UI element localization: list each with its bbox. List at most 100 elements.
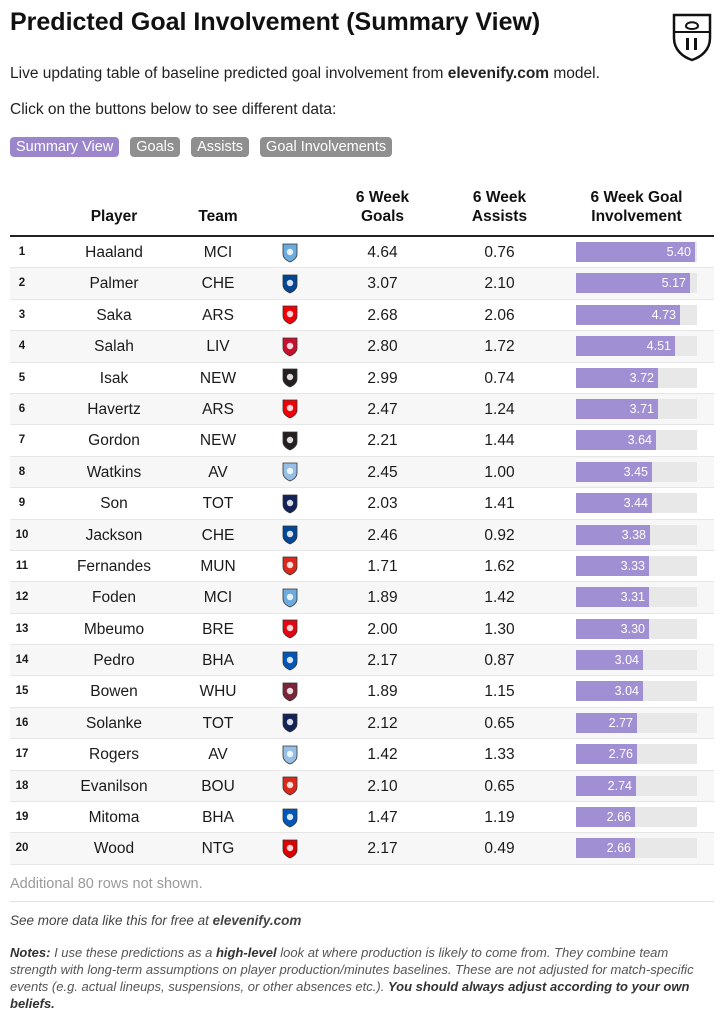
rank-cell: 8 xyxy=(18,465,26,478)
goal-involvement-bar-track: 4.73 xyxy=(576,304,697,325)
intro-site-link[interactable]: elevenify.com xyxy=(447,65,550,82)
assists-cell: 0.74 xyxy=(484,369,515,387)
goal-involvement-bar xyxy=(576,273,690,294)
team-cell: LIV xyxy=(206,338,230,356)
footer-divider xyxy=(10,901,714,902)
bha-crest-icon xyxy=(282,808,298,827)
goal-involvement-bar-track: 3.30 xyxy=(576,618,697,639)
team-cell: MCI xyxy=(203,244,233,261)
rank-cell: 4 xyxy=(18,340,26,353)
goal-involvement-bar-track: 2.74 xyxy=(576,775,697,796)
goal-involvement-bar xyxy=(576,367,658,388)
team-cell: MUN xyxy=(200,557,236,575)
team-cell: BOU xyxy=(201,777,235,795)
assists-button[interactable]: Assists xyxy=(191,137,250,157)
team-cell: AV xyxy=(208,463,228,481)
rank-cell: 7 xyxy=(18,434,26,447)
goal-involvement-value: 3.33 xyxy=(620,558,645,573)
player-cell: Solanke xyxy=(85,714,142,732)
player-cell: Palmer xyxy=(89,275,139,293)
table-row: 6 Havertz ARS 2.47 1.24 3.71 xyxy=(10,393,714,426)
assists-cell: 0.87 xyxy=(484,652,515,670)
av-crest-icon xyxy=(282,462,298,482)
goal-involvement-bar xyxy=(576,555,649,576)
summary-view-button[interactable]: Summary View xyxy=(10,137,120,157)
column-header-goals-line2: Goals xyxy=(360,208,405,225)
che-crest-icon xyxy=(282,525,298,545)
goal-involvement-bar-track: 3.04 xyxy=(576,681,697,702)
assists-cell: 1.41 xyxy=(484,495,515,513)
team-crest-cell xyxy=(278,614,302,645)
team-cell: TOT xyxy=(202,495,234,513)
liv-crest-icon xyxy=(282,337,298,357)
goal-involvement-value: 3.30 xyxy=(620,621,645,636)
rank-cell: 13 xyxy=(15,622,29,635)
team-crest-cell xyxy=(278,488,302,519)
player-cell: Bowen xyxy=(90,683,138,701)
mci-crest-icon xyxy=(282,243,298,262)
table-row: 2 Palmer CHE 3.07 2.10 5.17 xyxy=(10,268,714,300)
goal-involvement-bar xyxy=(576,775,636,796)
team-crest-cell xyxy=(278,300,302,331)
table-row: 9 Son TOT 2.03 1.41 3.44 xyxy=(10,488,714,520)
table-row: 20 Wood NTG 2.17 0.49 2.66 xyxy=(10,833,714,865)
goal-involvement-bar-track: 3.44 xyxy=(576,493,697,514)
column-header-goals: 6 Week Goals xyxy=(325,188,440,226)
goal-involvement-value: 2.66 xyxy=(606,810,631,825)
goal-involvement-bar xyxy=(576,524,650,545)
team-crest-cell xyxy=(278,457,302,488)
whu-crest-icon xyxy=(282,682,298,702)
mun-crest-icon xyxy=(282,557,298,576)
team-crest-cell xyxy=(278,802,302,833)
goal-involvement-bar xyxy=(576,242,695,262)
assists-cell: 1.00 xyxy=(484,463,515,481)
goals-cell: 1.47 xyxy=(367,809,398,827)
goal-involvement-bar-track: 5.17 xyxy=(576,273,697,294)
player-cell: Havertz xyxy=(87,400,141,418)
rank-cell: 6 xyxy=(18,402,26,415)
av-crest-icon xyxy=(282,745,298,765)
assists-cell: 0.76 xyxy=(484,244,515,261)
table-row: 13 Mbeumo BRE 2.00 1.30 3.30 xyxy=(10,614,714,646)
goal-involvement-value: 3.71 xyxy=(629,401,654,416)
assists-cell: 2.10 xyxy=(484,275,515,293)
rank-cell: 19 xyxy=(15,811,29,824)
player-cell: Wood xyxy=(93,840,135,858)
player-cell: Foden xyxy=(92,589,136,607)
goal-involvement-bar xyxy=(576,681,643,702)
goals-cell: 1.71 xyxy=(367,557,398,575)
goal-involvement-bar-track: 3.71 xyxy=(576,398,697,419)
intro-prefix: Live updating table of baseline predicte… xyxy=(10,65,448,82)
team-crest-cell xyxy=(278,520,302,551)
column-header-gi-line1: 6 Week Goal xyxy=(590,189,683,206)
assists-cell: 0.92 xyxy=(484,526,515,544)
table-row: 12 Foden MCI 1.89 1.42 3.31 xyxy=(10,582,714,614)
goal-involvement-bar-track: 3.31 xyxy=(576,587,697,608)
assists-cell: 1.24 xyxy=(484,400,515,418)
player-cell: Watkins xyxy=(86,463,142,481)
bre-crest-icon xyxy=(282,619,298,639)
new-crest-icon xyxy=(282,368,298,388)
assists-cell: 1.30 xyxy=(484,620,515,638)
goal-involvement-value: 3.44 xyxy=(623,496,648,511)
goals-cell: 2.12 xyxy=(367,714,398,732)
goal-involvement-bar-track: 3.38 xyxy=(576,524,697,545)
player-cell: Salah xyxy=(94,338,134,356)
team-crest-cell xyxy=(278,739,302,770)
assists-cell: 0.65 xyxy=(484,714,515,732)
intro-text: Live updating table of baseline predicte… xyxy=(10,65,600,83)
player-cell: Saka xyxy=(96,306,132,324)
goals-button[interactable]: Goals xyxy=(130,137,181,157)
team-cell: NTG xyxy=(201,840,235,858)
goal-involvement-value: 4.51 xyxy=(646,339,671,354)
goal-involvement-bar-track: 5.40 xyxy=(576,242,697,262)
team-cell: NEW xyxy=(199,432,237,450)
goal-involvements-button[interactable]: Goal Involvements xyxy=(260,137,393,157)
player-cell: Gordon xyxy=(88,432,140,450)
player-cell: Fernandes xyxy=(76,557,152,575)
goal-involvement-value: 2.76 xyxy=(608,747,633,762)
table-row: 16 Solanke TOT 2.12 0.65 2.77 xyxy=(10,707,714,740)
source-site-link[interactable]: elevenify.com xyxy=(212,913,302,928)
assists-cell: 1.19 xyxy=(484,809,515,827)
goals-cell: 4.64 xyxy=(367,244,398,261)
